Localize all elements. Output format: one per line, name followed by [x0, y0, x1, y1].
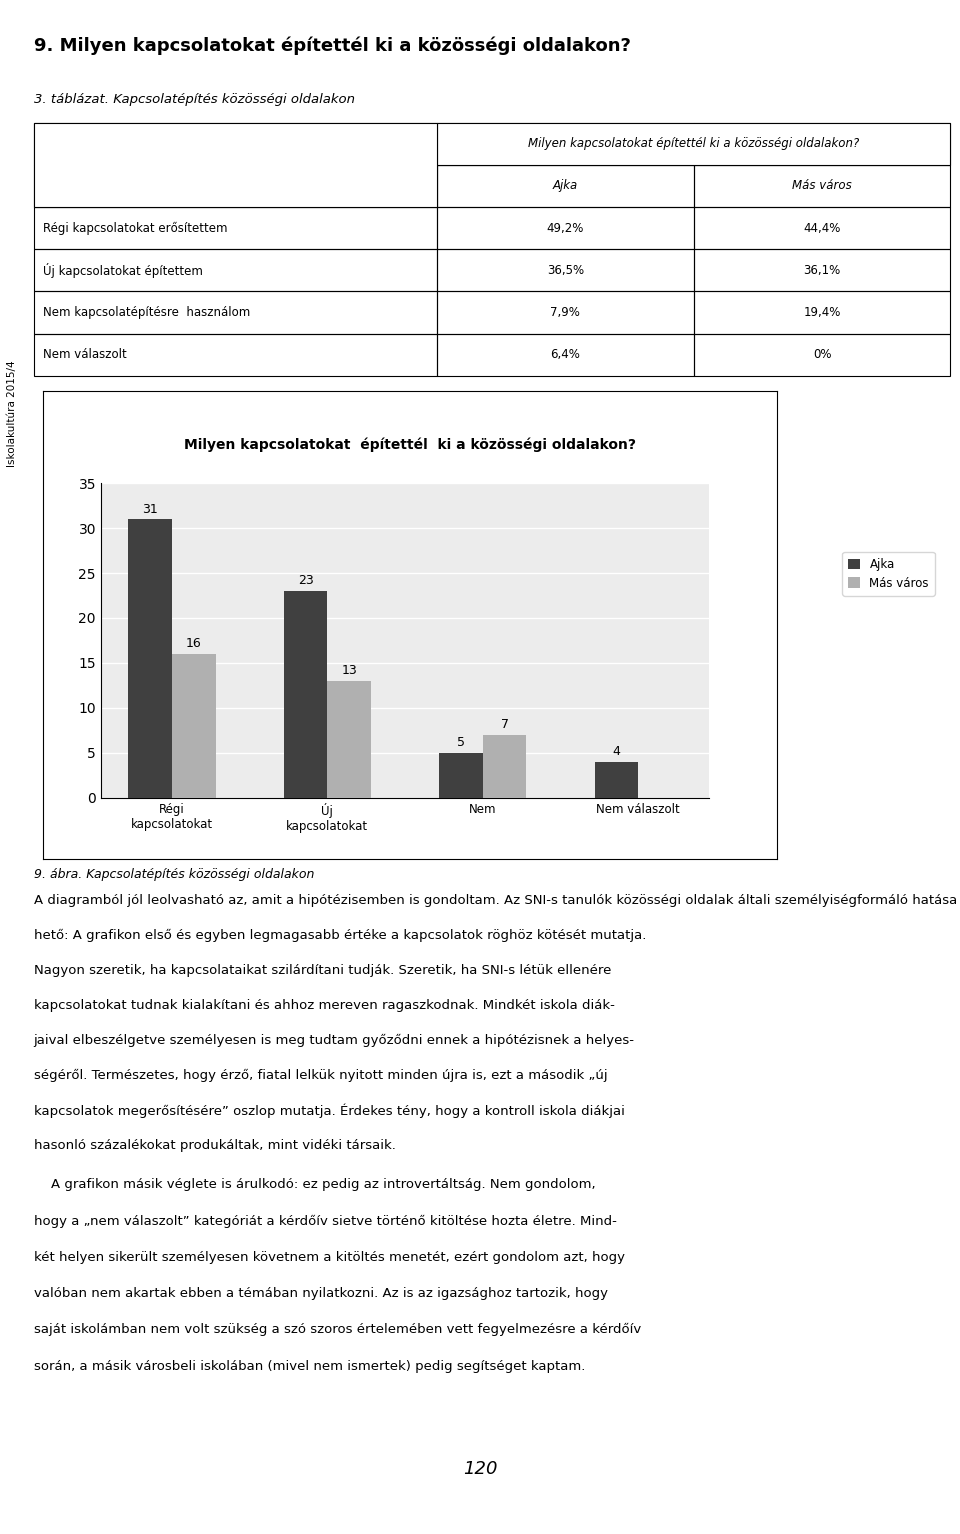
- Bar: [437, 291, 694, 334]
- Text: hasonló százalékokat produkáltak, mint vidéki társaik.: hasonló százalékokat produkáltak, mint v…: [34, 1138, 396, 1152]
- Text: 19,4%: 19,4%: [804, 307, 841, 319]
- Bar: [34, 207, 437, 250]
- Bar: [437, 207, 694, 250]
- Bar: [437, 334, 694, 376]
- Text: ségéről. Természetes, hogy érző, fiatal lelkük nyitott minden újra is, ezt a más: ségéről. Természetes, hogy érző, fiatal …: [34, 1069, 608, 1081]
- Bar: [34, 291, 437, 334]
- Bar: [483, 735, 526, 798]
- Text: A diagramból jól leolvasható az, amit a hipótézisemben is gondoltam. Az SNI-s ta: A diagramból jól leolvasható az, amit a …: [34, 894, 960, 907]
- Text: 7: 7: [500, 718, 509, 732]
- Text: A grafikon másik véglete is árulkodó: ez pedig az introvertáltság. Nem gondolom,: A grafikon másik véglete is árulkodó: ez…: [34, 1178, 595, 1190]
- Text: Iskolakultúra 2015/4: Iskolakultúra 2015/4: [7, 360, 17, 468]
- Text: 120: 120: [463, 1460, 497, 1477]
- Bar: [437, 166, 694, 207]
- Text: Milyen kapcsolatokat  építettél  ki a közösségi oldalakon?: Milyen kapcsolatokat építettél ki a közö…: [184, 439, 636, 453]
- Text: valóban nem akartak ebben a témában nyilatkozni. Az is az igazsághoz tartozik, h: valóban nem akartak ebben a témában nyil…: [34, 1287, 608, 1299]
- Text: 23: 23: [298, 574, 314, 588]
- Text: két helyen sikerült személyesen követnem a kitöltés menetét, ezért gondolom azt,: két helyen sikerült személyesen követnem…: [34, 1250, 625, 1264]
- Text: hogy a „nem válaszolt” kategóriát a kérdőív sietve történő kitöltése hozta életr: hogy a „nem válaszolt” kategóriát a kérd…: [34, 1215, 616, 1227]
- Text: hető: A grafikon első és egyben legmagasabb értéke a kapcsolatok röghöz kötését : hető: A grafikon első és egyben legmagas…: [34, 930, 646, 942]
- Text: 49,2%: 49,2%: [546, 222, 584, 235]
- Text: Milyen kapcsolatokat építettél ki a közösségi oldalakon?: Milyen kapcsolatokat építettél ki a közö…: [528, 138, 859, 150]
- Bar: [284, 591, 327, 798]
- Text: 44,4%: 44,4%: [804, 222, 841, 235]
- Legend: Ajka, Más város: Ajka, Más város: [842, 552, 935, 595]
- Text: Régi kapcsolatokat erősítettem: Régi kapcsolatokat erősítettem: [43, 221, 228, 235]
- Bar: [694, 123, 950, 166]
- Text: 31: 31: [142, 503, 158, 515]
- Text: 0%: 0%: [813, 348, 831, 360]
- Text: Nagyon szeretik, ha kapcsolataikat szilárdítani tudják. Szeretik, ha SNI-s létük: Nagyon szeretik, ha kapcsolataikat szilá…: [34, 965, 611, 977]
- Bar: [694, 166, 950, 207]
- Bar: [34, 166, 437, 207]
- Text: jaival elbeszélgetve személyesen is meg tudtam győződni ennek a hipótézisnek a h: jaival elbeszélgetve személyesen is meg …: [34, 1034, 635, 1048]
- Bar: [694, 250, 950, 291]
- Bar: [34, 334, 437, 376]
- Bar: [694, 291, 950, 334]
- Bar: [437, 250, 694, 291]
- Text: Új kapcsolatokat építettem: Új kapcsolatokat építettem: [43, 262, 203, 278]
- Text: kapcsolatokat tudnak kialakítani és ahhoz mereven ragaszkodnak. Mindkét iskola d: kapcsolatokat tudnak kialakítani és ahho…: [34, 999, 614, 1012]
- Bar: [437, 123, 694, 166]
- Bar: [34, 123, 437, 166]
- Bar: [694, 334, 950, 376]
- Bar: [34, 250, 437, 291]
- Bar: [595, 762, 638, 798]
- Text: 36,1%: 36,1%: [804, 264, 841, 276]
- Text: Nem kapcsolatépítésre  használom: Nem kapcsolatépítésre használom: [43, 307, 250, 319]
- Text: 9. Milyen kapcsolatokat építettél ki a közösségi oldalakon?: 9. Milyen kapcsolatokat építettél ki a k…: [34, 37, 631, 55]
- Bar: [440, 753, 483, 798]
- Bar: [694, 207, 950, 250]
- Bar: [129, 518, 172, 798]
- Text: Más város: Más város: [792, 179, 852, 192]
- Text: 3. táblázat. Kapcsolatépítés közösségi oldalakon: 3. táblázat. Kapcsolatépítés közösségi o…: [34, 94, 354, 106]
- Text: Ajka: Ajka: [553, 179, 578, 192]
- Text: 4: 4: [612, 746, 620, 758]
- Text: 5: 5: [457, 736, 465, 749]
- Text: 6,4%: 6,4%: [550, 348, 580, 360]
- Text: kapcsolatok megerősítésére” oszlop mutatja. Érdekes tény, hogy a kontroll iskola: kapcsolatok megerősítésére” oszlop mutat…: [34, 1104, 624, 1118]
- Text: 13: 13: [342, 664, 357, 678]
- Text: során, a másik városbeli iskolában (mivel nem ismertek) pedig segítséget kaptam.: során, a másik városbeli iskolában (mive…: [34, 1359, 585, 1373]
- Text: saját iskolámban nem volt szükség a szó szoros értelemében vett fegyelmezésre a : saját iskolámban nem volt szükség a szó …: [34, 1324, 641, 1336]
- Text: 9. ábra. Kapcsolatépítés közösségi oldalakon: 9. ábra. Kapcsolatépítés közösségi oldal…: [34, 868, 314, 881]
- Bar: [437, 123, 950, 166]
- Text: 7,9%: 7,9%: [550, 307, 580, 319]
- Text: 36,5%: 36,5%: [547, 264, 584, 276]
- Text: Nem válaszolt: Nem válaszolt: [43, 348, 127, 360]
- Bar: [34, 123, 437, 207]
- Bar: [327, 681, 371, 798]
- Text: 16: 16: [186, 637, 202, 650]
- Bar: [172, 653, 215, 798]
